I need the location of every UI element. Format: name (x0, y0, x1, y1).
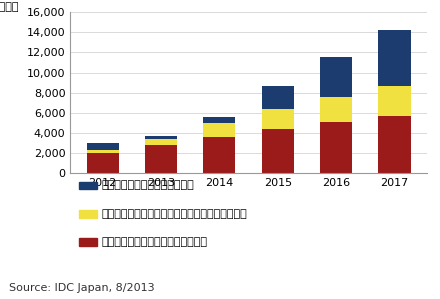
Bar (320, 57, 352, 97)
Bar (378, 116, 411, 173)
Bar (378, 30, 411, 86)
Bar (145, 139, 177, 145)
Bar (145, 145, 177, 173)
Text: コミュニティクラウドサービス: コミュニティクラウドサービス (101, 180, 194, 190)
Bar (262, 86, 294, 109)
Bar (262, 129, 294, 173)
Bar (262, 109, 294, 129)
Text: オンプレミスプライベートクラウド: オンプレミスプライベートクラウド (101, 237, 207, 247)
Bar (87, 143, 119, 150)
Bar (87, 150, 119, 153)
Text: デディケイテッドプライベートクラウドサービス: デディケイテッドプライベートクラウドサービス (101, 209, 247, 219)
Bar (203, 137, 235, 173)
Bar (87, 153, 119, 173)
Text: Source: IDC Japan, 8/2013: Source: IDC Japan, 8/2013 (9, 283, 154, 293)
Text: （億円）: （億円） (0, 2, 19, 12)
Bar (320, 97, 352, 122)
Bar (203, 117, 235, 123)
Bar (203, 123, 235, 137)
Bar (145, 136, 177, 139)
Bar (320, 122, 352, 173)
Bar (378, 86, 411, 116)
